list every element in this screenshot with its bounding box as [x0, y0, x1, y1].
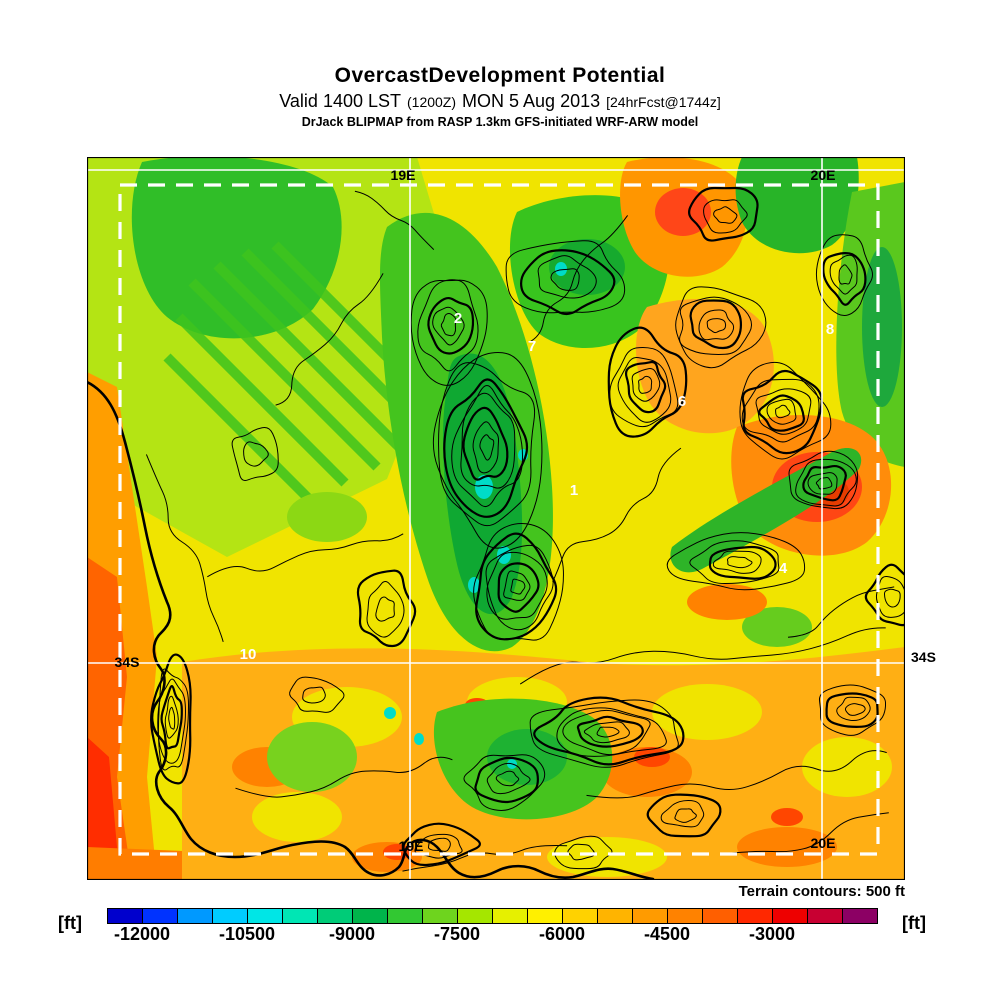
colorbar-segment: [808, 909, 843, 923]
terrain-contour-lines: [145, 186, 905, 872]
colorbar-segment: [213, 909, 248, 923]
model-domain-boundary: [118, 183, 880, 856]
colorbar-segment: [493, 909, 528, 923]
colorbar: [107, 908, 878, 924]
colorbar-segment: [318, 909, 353, 923]
colorbar-segment: [353, 909, 388, 923]
colorbar-segment: [248, 909, 283, 923]
graticule-label: 20E: [811, 167, 836, 183]
graticule-label: 19E: [391, 167, 416, 183]
site-number-label: 6: [678, 393, 686, 410]
colorbar-tick-label: -10500: [218, 924, 276, 944]
colorbar-tick-labels: -12000 -10500 -9000 -7500 -6000 -4500 -3000: [0, 924, 1000, 948]
colorbar-unit-left: [ft]: [58, 913, 82, 933]
valid-time-zulu: (1200Z): [407, 94, 457, 110]
colorbar-segment: [843, 909, 877, 923]
site-number-label: 7: [528, 338, 536, 355]
site-number-label: 4: [779, 560, 788, 577]
colorbar-segment: [668, 909, 703, 923]
page-title: OvercastDevelopment Potential: [334, 64, 666, 87]
colorbar-segment: [773, 909, 808, 923]
colorbar-segment: [423, 909, 458, 923]
site-number-label: 2: [454, 310, 462, 327]
colorbar-tick-label: -3000: [748, 924, 796, 944]
colorbar-segment: [703, 909, 738, 923]
latitude-label-right: 34S: [911, 649, 936, 665]
graticule-label: 20E: [811, 835, 836, 851]
colorbar-unit-right: [ft]: [902, 913, 926, 933]
map-border: [87, 157, 905, 880]
site-number-label: 1: [570, 482, 578, 499]
terrain-contour-note: Terrain contours: 500 ft: [738, 883, 905, 900]
valid-time-line: Valid 1400 LST (1200Z) MON 5 Aug 2013 [24hr…: [0, 91, 1000, 112]
colorbar-tick-label: -6000: [538, 924, 586, 944]
graticule-label: 19E: [399, 838, 424, 854]
site-number-label: 10: [240, 646, 257, 663]
graticule-lines: [87, 157, 905, 880]
site-number-label: 8: [826, 321, 834, 338]
colorbar-tick-label: -7500: [433, 924, 481, 944]
valid-time: Valid 1400 LST: [279, 91, 401, 111]
colorbar-segment: [178, 909, 213, 923]
valid-date: MON 5 Aug 2013: [462, 91, 601, 111]
colorbar-segment: [528, 909, 563, 923]
colorbar-segment: [143, 909, 178, 923]
colorbar-segment: [458, 909, 493, 923]
colorbar-segment: [388, 909, 423, 923]
forecast-map: 19E 20E 34S 19E 20E 1 2 4 6 7 8 10: [87, 157, 905, 880]
forecast-cycle: [24hrFcst@1744z]: [606, 94, 721, 110]
colorbar-segment: [633, 909, 668, 923]
graticule-label: 34S: [115, 654, 140, 670]
colorbar-segment: [598, 909, 633, 923]
colorbar-segment: [283, 909, 318, 923]
colorbar-segment: [563, 909, 598, 923]
colorbar-segment: [108, 909, 143, 923]
map-canvas: 19E 20E 34S 19E 20E 1 2 4 6 7 8 10: [87, 157, 905, 880]
colorbar-segment: [738, 909, 773, 923]
model-description: DrJack BLIPMAP from RASP 1.3km GFS-initi…: [301, 115, 699, 129]
colorbar-tick-label: -12000: [113, 924, 171, 944]
colorbar-tick-label: -9000: [328, 924, 376, 944]
colorbar-tick-label: -4500: [643, 924, 691, 944]
coastline: [87, 380, 655, 880]
